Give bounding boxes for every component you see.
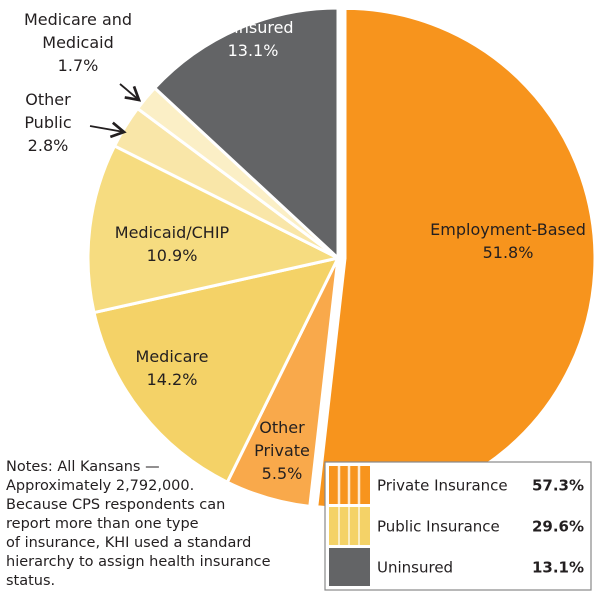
legend-label: Public Insurance xyxy=(377,518,500,536)
slice-label: Employment-Based xyxy=(430,220,586,239)
slice-value-label: 13.1% xyxy=(227,41,279,60)
legend-value: 13.1% xyxy=(532,559,584,577)
legend-label: Private Insurance xyxy=(377,477,508,495)
slice xyxy=(86,143,343,315)
slice-label: Other Public xyxy=(24,90,72,132)
slice-value-label: 1.7% xyxy=(57,56,99,75)
arrow xyxy=(119,83,142,102)
note-line: status. xyxy=(6,573,56,589)
note-line: report more than one type xyxy=(6,516,199,532)
legend-value: 29.6% xyxy=(532,518,584,536)
slice-value-label: 10.9% xyxy=(146,246,198,265)
slices xyxy=(86,6,597,510)
slice xyxy=(92,255,341,485)
note-line: Because CPS respondents can xyxy=(6,497,226,513)
slice-label: Medicare xyxy=(135,347,209,366)
slice-value-label: 14.2% xyxy=(146,370,198,389)
slice-value-label: 5.5% xyxy=(261,464,303,483)
legend-value: 57.3% xyxy=(532,477,584,495)
slice-label: Uninsured xyxy=(212,18,294,37)
legend-swatch xyxy=(329,548,370,586)
slice-label: Medicare and Medicaid xyxy=(23,10,133,52)
slice-label: Medicaid/CHIP xyxy=(114,223,230,242)
note-line: Notes: All Kansans — xyxy=(6,459,160,475)
legend: Private Insurance 57.3% Public Insurance 29… xyxy=(329,466,584,586)
note-line: of insurance, KHI used a standard xyxy=(6,535,252,551)
legend-label: Uninsured xyxy=(377,559,453,577)
slice-value-label: 51.8% xyxy=(482,243,534,262)
slice xyxy=(152,6,340,262)
note-line: Approximately 2,792,000. xyxy=(6,478,195,494)
slice-label: Other Private xyxy=(254,418,310,460)
slice-value-label: 2.8% xyxy=(27,136,69,155)
arrow xyxy=(89,121,127,139)
note-line: hierarchy to assign health insurance xyxy=(6,554,271,570)
